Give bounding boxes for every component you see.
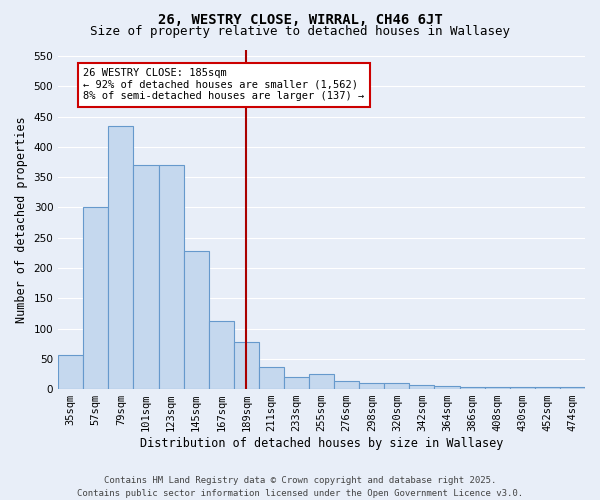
Bar <box>409 385 434 389</box>
Text: 26, WESTRY CLOSE, WIRRAL, CH46 6JT: 26, WESTRY CLOSE, WIRRAL, CH46 6JT <box>158 12 442 26</box>
Bar <box>309 374 334 389</box>
Bar <box>133 165 158 389</box>
Bar <box>510 388 535 389</box>
Bar <box>460 386 485 389</box>
Text: 26 WESTRY CLOSE: 185sqm
← 92% of detached houses are smaller (1,562)
8% of semi-: 26 WESTRY CLOSE: 185sqm ← 92% of detache… <box>83 68 365 102</box>
Y-axis label: Number of detached properties: Number of detached properties <box>15 116 28 323</box>
Bar <box>83 208 109 389</box>
Bar <box>184 251 209 389</box>
Bar <box>485 386 510 389</box>
Bar <box>284 377 309 389</box>
Bar <box>359 383 385 389</box>
Bar <box>560 388 585 389</box>
Text: Contains HM Land Registry data © Crown copyright and database right 2025.
Contai: Contains HM Land Registry data © Crown c… <box>77 476 523 498</box>
Bar <box>434 386 460 389</box>
Text: Size of property relative to detached houses in Wallasey: Size of property relative to detached ho… <box>90 25 510 38</box>
Bar <box>535 388 560 389</box>
Bar <box>109 126 133 389</box>
Bar <box>385 383 409 389</box>
Bar <box>334 380 359 389</box>
Bar <box>259 366 284 389</box>
X-axis label: Distribution of detached houses by size in Wallasey: Distribution of detached houses by size … <box>140 437 503 450</box>
Bar <box>234 342 259 389</box>
Bar <box>209 320 234 389</box>
Bar <box>158 165 184 389</box>
Bar <box>58 354 83 389</box>
